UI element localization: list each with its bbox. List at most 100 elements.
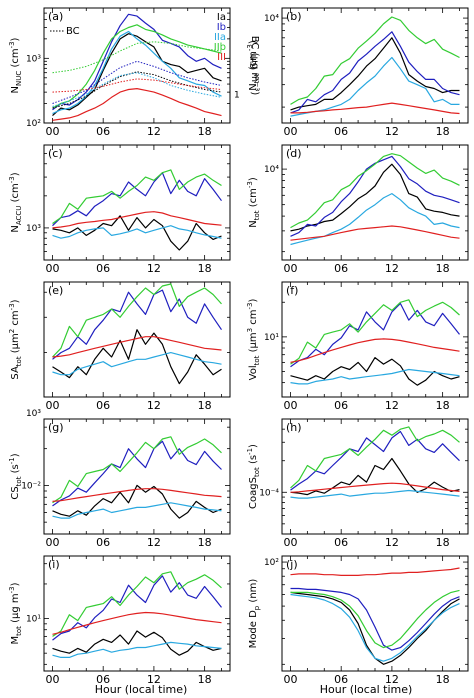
y-axis-label: Mtot​ (μg m-3​)	[8, 582, 23, 644]
series-line-ib	[52, 172, 222, 227]
x-tick-label: 00	[283, 262, 297, 275]
y-tick-label: 10²	[264, 558, 279, 568]
series-line-iii	[290, 102, 460, 115]
x-tick-label: 18	[436, 673, 450, 686]
right-axis-tick-label: 1	[234, 91, 240, 101]
legend-entry-bc: BC	[66, 26, 80, 37]
series-line-ib	[290, 302, 460, 368]
x-tick-label: 00	[283, 125, 297, 138]
x-tick-label: 12	[147, 536, 161, 549]
plot-frame	[43, 281, 231, 398]
x-tick-label: 12	[385, 673, 399, 686]
y-axis-label: Ntot​ (cm-3​)	[246, 177, 261, 228]
x-tick-label: 12	[385, 125, 399, 138]
panel-label: (d)	[286, 147, 302, 160]
panel-label: (b)	[286, 10, 302, 23]
y-axis-label: CoagStot​ (s-1​)	[246, 444, 261, 509]
panel-j: 00 06 12 18 10² Mode Dp​ (nm) (j)	[248, 555, 469, 686]
y-tick-label: 10⁻²	[21, 481, 41, 491]
y-tick-label: 10⁴	[264, 165, 279, 175]
series-line-iib	[290, 299, 460, 365]
x-tick-label: 18	[198, 673, 212, 686]
x-tick-label: 12	[385, 262, 399, 275]
x-tick-label: 06	[96, 262, 110, 275]
x-tick-label: 06	[334, 399, 348, 412]
x-tick-label: 18	[198, 399, 212, 412]
series-line-ia	[290, 357, 460, 386]
legend-entry-iia: IIa	[214, 32, 226, 43]
series-line-iia	[290, 56, 460, 117]
x-tick-label: 12	[147, 262, 161, 275]
x-tick-label: 12	[147, 125, 161, 138]
series-line-ib	[52, 440, 222, 507]
x-tick-label: 18	[198, 262, 212, 275]
series-line-iib	[52, 436, 222, 504]
series-line-ib	[52, 13, 222, 111]
y-axis-label: Ntot​ (cm-3​)	[246, 40, 261, 91]
series-line-ia	[52, 630, 222, 656]
series-line-iia	[290, 489, 460, 499]
x-tick-label: 06	[334, 536, 348, 549]
x-tick-label: 06	[96, 125, 110, 138]
series-line-iib	[52, 283, 222, 358]
x-tick-label: 12	[385, 536, 399, 549]
series-line-iia	[290, 593, 460, 662]
series-line-bc-iii	[52, 78, 222, 93]
series-line-bc-ia	[52, 71, 222, 109]
y-axis-label: Voltot​ (μm3​ cm-3​)	[246, 299, 261, 381]
legend-entry-ia: Ia	[217, 12, 226, 23]
panel-e: 00 06 12 18 10³ SAtot​ (μm2​ cm-3​) (e)	[8, 281, 231, 419]
x-tick-label: 18	[436, 125, 450, 138]
right-axis-label: BC (μg m⁻³)	[249, 36, 260, 96]
x-tick-label: 00	[45, 262, 59, 275]
series-line-ia	[290, 457, 460, 496]
series-line-iib	[52, 24, 222, 109]
series-line-iii	[52, 87, 222, 121]
x-tick-label: 06	[96, 673, 110, 686]
series-line-ib	[290, 587, 460, 651]
x-tick-label: 00	[283, 536, 297, 549]
y-tick-label: 10³	[26, 54, 41, 64]
series-line-iii	[52, 336, 222, 358]
series-line-ia	[52, 215, 222, 251]
series-line-iia	[52, 30, 222, 115]
series-line-iib	[52, 571, 222, 637]
series-line-iib	[290, 16, 460, 105]
y-axis-label: Mode Dp​ (nm)	[248, 579, 261, 649]
x-tick-label: 12	[385, 399, 399, 412]
series-line-iia	[52, 225, 222, 239]
series-line-iia	[52, 502, 222, 519]
x-tick-label: 18	[198, 536, 212, 549]
y-axis-label: NNUC​ (cm-3​)	[8, 37, 23, 93]
series-line-iii	[290, 225, 460, 241]
y-tick-label: 10²	[26, 119, 41, 129]
series-line-ia	[290, 163, 460, 232]
series-line-iib	[290, 153, 460, 229]
series-line-bc-iib	[52, 41, 222, 74]
y-tick-label: 10⁻⁴	[259, 488, 279, 498]
series-line-iia	[290, 368, 460, 385]
x-tick-label: 18	[436, 536, 450, 549]
x-tick-label: 18	[198, 125, 212, 138]
panel-label: (h)	[286, 421, 302, 434]
legend-entry-iii: III	[217, 52, 226, 63]
series-line-iia	[52, 641, 222, 659]
panel-label: (e)	[48, 284, 63, 297]
x-tick-label: 06	[96, 536, 110, 549]
x-tick-label: 06	[334, 262, 348, 275]
series-line-iib	[52, 169, 222, 224]
y-axis-label: NACCU​ (cm-3​)	[8, 172, 23, 232]
panel-label: (i)	[48, 558, 60, 571]
series-line-bc-ib	[52, 60, 222, 104]
series-line-iii	[52, 611, 222, 635]
y-tick-label: 10⁴	[264, 14, 279, 24]
series-line-iii	[290, 567, 460, 577]
